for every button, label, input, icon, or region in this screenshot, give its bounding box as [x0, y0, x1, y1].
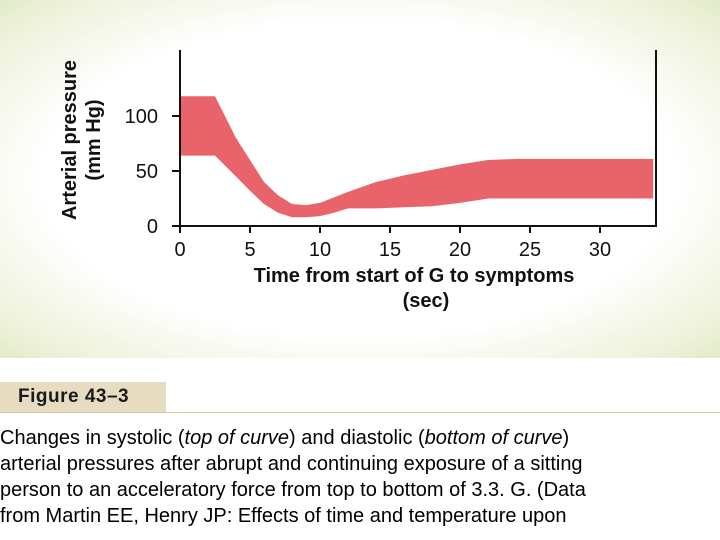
- pressure-band-0: [180, 96, 654, 218]
- caption-text-segment: person to an acceleratory force from top…: [0, 479, 586, 501]
- x-tick-label: 10: [309, 239, 331, 261]
- caption-text-segment: arterial pressures after abrupt and cont…: [0, 453, 583, 475]
- caption-text-segment: Changes in systolic (: [0, 427, 185, 449]
- caption-line: arterial pressures after abrupt and cont…: [0, 451, 720, 477]
- caption-line: from Martin EE, Henry JP: Effects of tim…: [0, 503, 720, 529]
- figure-panel: 0 50 100 0 5 10 15 20 25 30 Time from start of G t…: [0, 0, 720, 358]
- caption-text-segment: ): [562, 427, 570, 449]
- pressure-chart: 0 50 100 0 5 10 15 20 25 30 Time from start of G t…: [59, 50, 657, 312]
- caption-line: person to an acceleratory force from top…: [0, 477, 720, 503]
- figure-caption-bar: Figure 43–3: [0, 382, 720, 413]
- figure-label: Figure 43–3: [0, 382, 166, 412]
- x-axis-label: Time from start of G to symptoms: [254, 265, 575, 287]
- axis-frame: [179, 50, 657, 227]
- caption-italic-text: bottom of curve: [424, 427, 563, 449]
- y-tick-label: 100: [125, 106, 158, 128]
- y-tick-label: 0: [147, 216, 158, 238]
- caption-text-segment: from Martin EE, Henry JP: Effects of tim…: [0, 505, 567, 527]
- caption-line: Changes in systolic (top of curve) and d…: [0, 425, 720, 451]
- figure-caption-text: Changes in systolic (top of curve) and d…: [0, 425, 720, 540]
- y-axis-label: (mm Hg): [83, 99, 105, 180]
- y-axis-label: Arterial pressure: [59, 60, 81, 220]
- x-tick-label: 30: [589, 239, 611, 261]
- x-tick-label: 15: [379, 239, 401, 261]
- x-tick-label: 5: [244, 239, 255, 261]
- x-tick-label: 0: [174, 239, 185, 261]
- caption-italic-text: top of curve: [184, 427, 290, 449]
- x-tick-label: 25: [519, 239, 541, 261]
- x-axis-label: (sec): [403, 290, 450, 312]
- y-tick-label: 50: [136, 161, 158, 183]
- caption-text-segment: ) and diastolic (: [289, 427, 425, 449]
- x-tick-label: 20: [449, 239, 471, 261]
